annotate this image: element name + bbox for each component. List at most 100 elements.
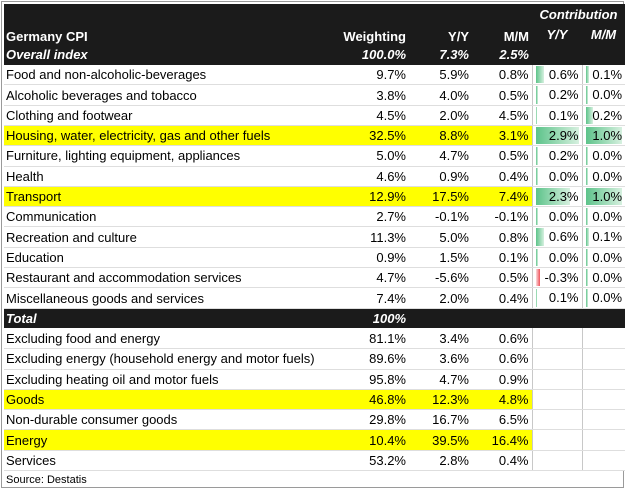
- row-contrib-mm-value: 0.0%: [592, 87, 623, 103]
- contribution-bar-positive: [535, 147, 539, 165]
- total-row: Total 100%: [4, 308, 626, 329]
- contribution-bar-zero: [585, 86, 588, 104]
- total-empty-cyy: [532, 308, 582, 329]
- contribution-bar-zero: [535, 167, 538, 185]
- table-row: Excluding energy (household energy and m…: [4, 348, 626, 370]
- row-contrib-empty: [531, 369, 582, 390]
- row-contrib-mm: 1.0%: [581, 125, 626, 147]
- contribution-bar-positive: [535, 86, 539, 104]
- row-contrib-mm-value: 0.0%: [592, 290, 623, 306]
- row-mm: 4.5%: [472, 105, 532, 126]
- contribution-bar-positive: [535, 106, 538, 124]
- row-label: Furniture, lighting equipment, appliance…: [4, 145, 332, 167]
- table-row: Excluding heating oil and motor fuels 95.…: [4, 369, 626, 390]
- contribution-bar-positive: [535, 126, 579, 145]
- row-weighting: 4.6%: [332, 166, 409, 187]
- row-yy: 3.6%: [409, 348, 472, 370]
- row-mm: -0.1%: [472, 206, 532, 228]
- source-note: Source: Destatis: [6, 474, 87, 486]
- contribution-bar-negative: [535, 269, 540, 287]
- row-contrib-mm-value: 0.1%: [592, 66, 623, 82]
- contribution-bar-positive: [585, 65, 590, 84]
- row-label: Goods: [4, 389, 332, 411]
- row-contrib-empty: [581, 369, 626, 390]
- row-contrib-empty: [581, 450, 626, 472]
- row-weighting: 46.8%: [332, 389, 409, 411]
- row-contrib-empty: [581, 389, 626, 411]
- table-row: Excluding food and energy 81.1% 3.4% 0.6%: [4, 328, 626, 350]
- row-contrib-empty: [581, 409, 626, 431]
- row-label: Excluding heating oil and motor fuels: [4, 369, 332, 390]
- row-contrib-yy: 0.2%: [531, 145, 582, 167]
- row-mm: 0.5%: [472, 145, 532, 167]
- row-contrib-mm-value: 0.0%: [592, 209, 623, 225]
- row-contrib-mm-value: 1.0%: [592, 188, 623, 204]
- row-mm: 0.5%: [472, 84, 532, 106]
- row-mm: 7.4%: [472, 186, 532, 208]
- row-mm: 0.4%: [472, 287, 532, 309]
- table-title: Germany CPI: [4, 24, 332, 45]
- row-mm: 4.8%: [472, 389, 532, 411]
- row-contrib-yy: 0.1%: [531, 287, 582, 309]
- contrib-yy-header: Y/Y: [532, 24, 582, 45]
- row-label: Communication: [4, 206, 332, 228]
- table-row: Housing, water, electricity, gas and oth…: [4, 125, 626, 147]
- contribution-bar-zero: [585, 248, 588, 267]
- row-contrib-mm-value: 0.2%: [592, 107, 623, 123]
- row-contrib-mm-value: 0.0%: [592, 270, 623, 286]
- row-contrib-mm: 0.0%: [581, 166, 626, 187]
- row-label: Non-durable consumer goods: [4, 409, 332, 431]
- row-contrib-yy: 2.9%: [531, 125, 582, 147]
- contribution-bar-zero: [585, 208, 588, 226]
- row-yy: -5.6%: [409, 267, 472, 289]
- row-contrib-yy-value: 2.9%: [548, 127, 579, 143]
- header-row-top: Contribution: [4, 4, 626, 24]
- row-contrib-yy-value: -0.3%: [544, 270, 579, 286]
- row-contrib-yy-value: 0.1%: [548, 290, 579, 306]
- row-label: Transport: [4, 186, 332, 208]
- row-label: Food and non-alcoholic-beverages: [4, 64, 332, 86]
- overall-index-row: Overall index 100.0% 7.3% 2.5%: [4, 44, 626, 65]
- contribution-bar-positive: [535, 187, 570, 206]
- row-contrib-yy-value: 0.2%: [548, 148, 579, 164]
- row-mm: 3.1%: [472, 125, 532, 147]
- row-yy: 3.4%: [409, 328, 472, 350]
- table-row: Health 4.6% 0.9% 0.4% 0.0% 0.0%: [4, 166, 626, 187]
- row-contrib-yy: 0.1%: [531, 105, 582, 126]
- row-label: Restaurant and accommodation services: [4, 267, 332, 289]
- row-yy: 5.0%: [409, 226, 472, 248]
- yy-header: Y/Y: [409, 24, 472, 45]
- total-label: Total: [4, 308, 332, 329]
- row-label: Health: [4, 166, 332, 187]
- row-yy: 5.9%: [409, 64, 472, 86]
- row-contrib-mm-value: 1.0%: [592, 127, 623, 143]
- total-empty-cmm: [582, 308, 626, 329]
- row-contrib-mm-value: 0.0%: [592, 249, 623, 265]
- contribution-bar-zero: [535, 248, 538, 267]
- row-label: Housing, water, electricity, gas and oth…: [4, 125, 332, 147]
- table-row: Restaurant and accommodation services 4.7…: [4, 267, 626, 289]
- row-mm: 0.6%: [472, 348, 532, 370]
- row-weighting: 32.5%: [332, 125, 409, 147]
- table-row: Communication 2.7% -0.1% -0.1% 0.0% 0.0%: [4, 206, 626, 228]
- row-weighting: 2.7%: [332, 206, 409, 228]
- row-contrib-mm-value: 0.0%: [592, 148, 623, 164]
- row-weighting: 12.9%: [332, 186, 409, 208]
- table-row: Recreation and culture 11.3% 5.0% 0.8% 0.6% 0…: [4, 226, 626, 248]
- row-contrib-yy-value: 2.3%: [548, 188, 579, 204]
- row-contrib-yy-value: 0.0%: [548, 249, 579, 265]
- total-weighting: 100%: [332, 308, 409, 329]
- contribution-bar-positive: [535, 65, 545, 84]
- overall-yy: 7.3%: [409, 44, 472, 65]
- header-row: Germany CPI Weighting Y/Y M/M Y/Y M/M: [4, 24, 626, 45]
- contrib-mm-header: M/M: [582, 24, 626, 45]
- row-contrib-mm: 0.0%: [581, 267, 626, 289]
- row-contrib-yy: 0.0%: [531, 166, 582, 187]
- row-contrib-yy-value: 0.0%: [548, 209, 579, 225]
- contribution-bar-zero: [585, 147, 588, 165]
- row-label: Education: [4, 247, 332, 269]
- weighting-header: Weighting: [332, 24, 409, 45]
- table-row: Clothing and footwear 4.5% 2.0% 4.5% 0.1% 0.2…: [4, 105, 626, 126]
- contribution-bar-zero: [585, 289, 588, 307]
- row-mm: 0.8%: [472, 64, 532, 86]
